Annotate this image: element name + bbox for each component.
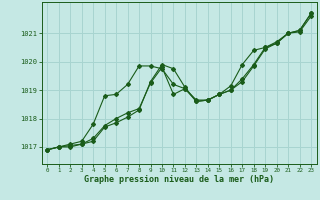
X-axis label: Graphe pression niveau de la mer (hPa): Graphe pression niveau de la mer (hPa) <box>84 175 274 184</box>
